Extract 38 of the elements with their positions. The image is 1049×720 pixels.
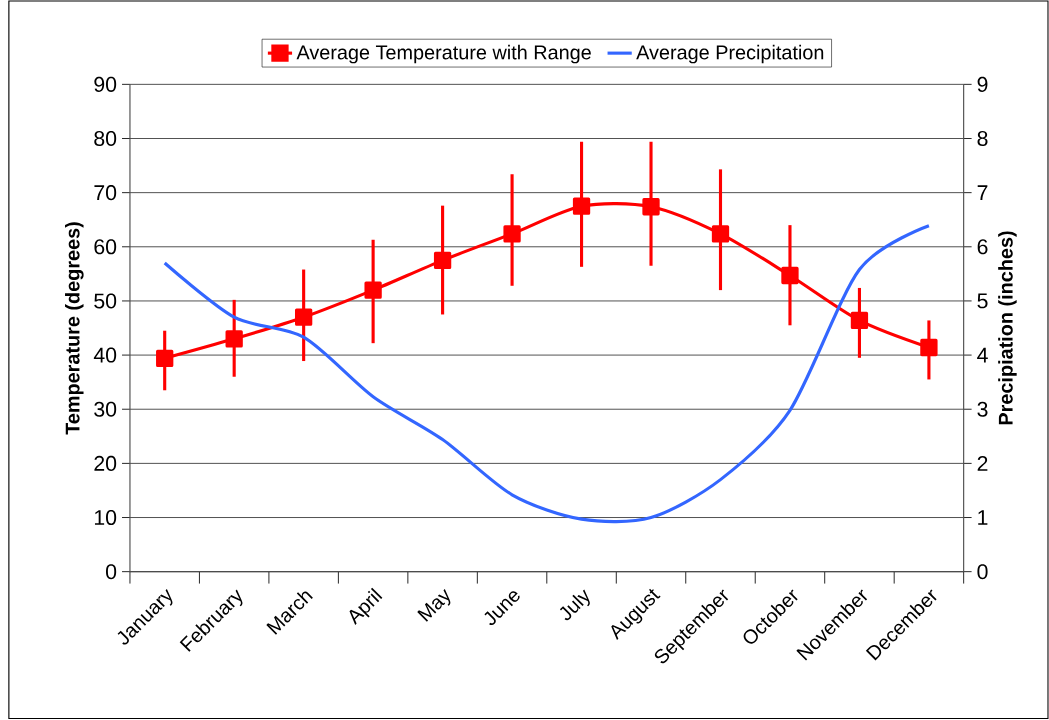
point	[156, 349, 174, 368]
x-tick-label: May	[417, 589, 451, 622]
point	[781, 267, 799, 285]
y2-tick-label: 5	[977, 293, 988, 309]
point	[850, 312, 869, 330]
y-tick-label: 40	[93, 347, 117, 363]
y-tick-label: 70	[94, 185, 117, 201]
legend-label: Average Precipitation	[636, 45, 824, 64]
y-tick-label: 0	[106, 564, 117, 580]
y2-tick-label: 3	[977, 401, 988, 417]
y-axis-title: Temperature (degrees)	[65, 222, 84, 435]
y2-tick-label: 4	[977, 347, 988, 363]
y2-tick-label: 2	[977, 456, 988, 472]
x-tick-label: July	[559, 589, 590, 621]
point	[225, 330, 243, 348]
point	[364, 281, 382, 299]
legend-label: Average Temperature with Range	[296, 45, 591, 64]
point	[572, 197, 591, 216]
y2-tick-label: 9	[977, 77, 988, 93]
y2-tick-label: 8	[977, 131, 988, 147]
y2-axis-title: Precipiation (inches)	[998, 231, 1017, 425]
y-tick-label: 60	[94, 239, 117, 255]
point	[503, 225, 521, 243]
point	[920, 339, 938, 357]
y2-tick-label: 7	[977, 185, 988, 201]
y-tick-label: 30	[94, 401, 117, 417]
point	[295, 308, 313, 327]
y-tick-label: 10	[94, 510, 117, 526]
point	[711, 225, 730, 243]
y-tick-label: 20	[94, 456, 117, 472]
y2-tick-label: 1	[978, 510, 988, 526]
y-tick-label: 50	[94, 293, 117, 309]
y-tick-label: 90	[94, 77, 117, 93]
y2-tick-label: 0	[977, 564, 988, 580]
point	[433, 251, 452, 270]
y-tick-label: 80	[94, 131, 117, 147]
y2-tick-label: 6	[977, 239, 988, 255]
point	[642, 198, 660, 216]
